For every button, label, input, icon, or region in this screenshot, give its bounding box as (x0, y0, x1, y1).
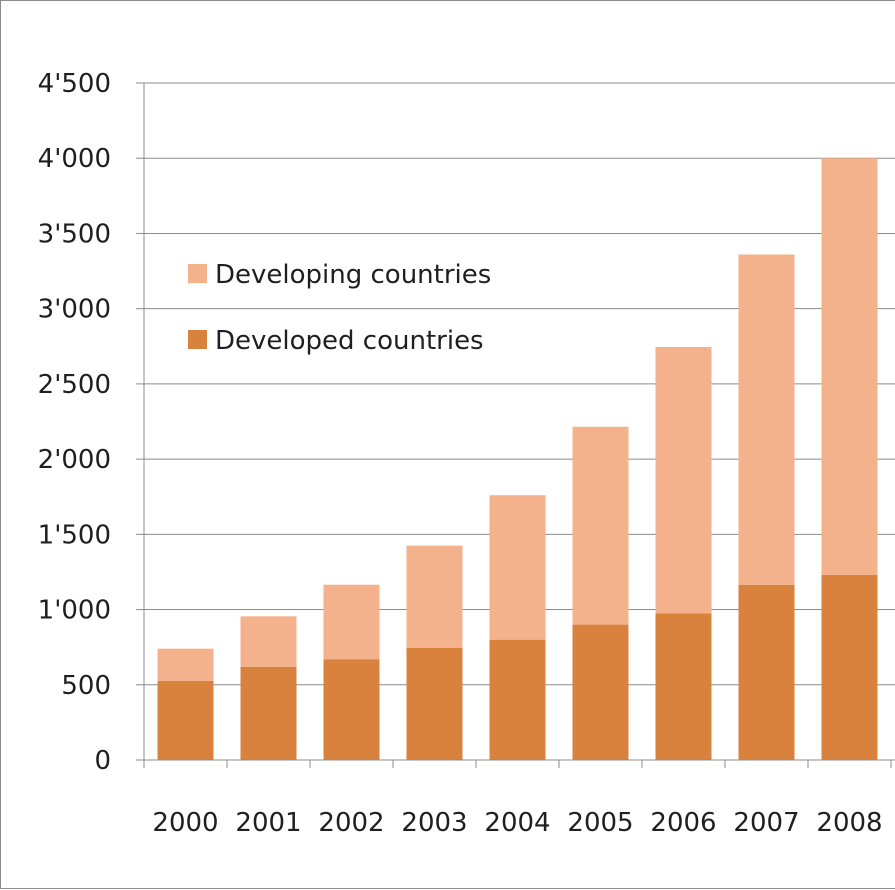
bar-developing-2008 (821, 158, 878, 575)
x-tick-label: 2000 (152, 808, 218, 838)
bar-developed-2003 (406, 647, 463, 760)
bar-developing-2002 (323, 584, 380, 660)
bar-developed-2006 (655, 613, 712, 760)
bar-developing-2006 (655, 347, 712, 614)
x-tick-label: 2005 (567, 808, 633, 838)
bar-developing-2005 (572, 426, 629, 625)
bars (157, 158, 878, 760)
legend-label: Developed countries (215, 326, 484, 356)
legend-swatch (188, 264, 207, 283)
y-tick-labels: 0 500 1'000 1'500 2'000 2'500 3'000 3'500 4'000 4… (38, 69, 111, 776)
y-tick-label: 2'500 (38, 370, 111, 400)
legend-label: Developing countries (215, 260, 491, 290)
y-tick-label: 500 (61, 671, 111, 701)
bar-developing-2003 (406, 545, 463, 648)
y-tick-label: 1'000 (38, 596, 111, 626)
bar-developed-2002 (323, 659, 380, 760)
y-tick-label: 2'000 (38, 445, 111, 475)
legend-swatch (188, 330, 207, 349)
x-tick-label: 2002 (318, 808, 384, 838)
x-tick-label: 2003 (401, 808, 467, 838)
bar-developing-2004 (489, 495, 546, 640)
bar-developing-2001 (240, 616, 297, 667)
bar-developed-2005 (572, 624, 629, 760)
x-tick-label: 2008 (816, 808, 882, 838)
x-tick-label: 2004 (484, 808, 550, 838)
bar-developed-2008 (821, 574, 878, 760)
y-tick-label: 3'500 (38, 219, 111, 249)
bar-developed-2007 (738, 584, 795, 760)
bar-developed-2004 (489, 639, 546, 760)
bar-developed-2001 (240, 666, 297, 760)
bar-developing-2007 (738, 254, 795, 585)
y-tick-label: 0 (94, 746, 111, 776)
x-tick-labels: 2000 2001 2002 2003 2004 2005 2006 2007 2008 (152, 808, 882, 838)
bar-developed-2000 (157, 681, 214, 760)
y-tick-label: 4'000 (38, 144, 111, 174)
x-tick-label: 2007 (733, 808, 799, 838)
legend: Developing countries Developed countries (188, 260, 491, 356)
y-tick-label: 1'500 (38, 520, 111, 550)
y-tick-label: 3'000 (38, 295, 111, 325)
y-tick-label: 4'500 (38, 69, 111, 99)
x-tick-label: 2006 (650, 808, 716, 838)
bar-developing-2000 (157, 648, 214, 682)
axes (143, 83, 895, 768)
x-tick-label: 2001 (235, 808, 301, 838)
